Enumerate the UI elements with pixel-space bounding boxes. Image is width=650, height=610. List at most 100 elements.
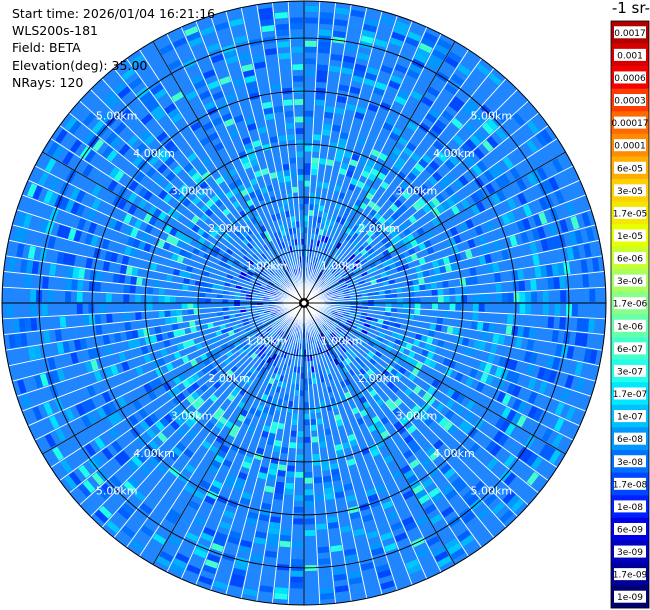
range-gate-cell: [288, 228, 293, 235]
range-gate-cell: [231, 187, 240, 196]
range-gate-cell: [406, 474, 418, 485]
range-gate-cell: [253, 286, 260, 291]
range-gate-cell: [266, 356, 272, 364]
range-gate-cell: [102, 261, 111, 272]
range-gate-cell: [345, 257, 352, 264]
range-gate-cell: [138, 187, 148, 198]
range-gate-cell: [228, 344, 236, 351]
range-gate-cell: [254, 383, 262, 392]
range-gate-cell: [184, 418, 195, 429]
range-gate-cell: [277, 470, 286, 477]
range-gate-cell: [486, 332, 494, 343]
range-gate-cell: [191, 373, 200, 382]
range-gate-cell: [280, 284, 286, 290]
range-gate-cell: [266, 327, 273, 333]
range-gate-cell: [432, 303, 439, 310]
range-gate-cell: [109, 475, 122, 488]
range-gate-cell: [194, 490, 206, 500]
range-gate-cell: [280, 447, 289, 454]
range-gate-cell: [247, 86, 259, 95]
range-gate-cell: [214, 454, 224, 464]
range-gate-cell: [165, 171, 176, 182]
range-gate-cell: [314, 494, 324, 501]
range-gate-cell: [411, 367, 420, 376]
range-gate-cell: [382, 369, 390, 377]
range-gate-cell: [435, 402, 446, 413]
range-gate-cell: [272, 314, 278, 319]
range-gate-cell: [256, 72, 268, 81]
range-gate-cell: [316, 341, 321, 348]
range-gate-cell: [199, 90, 211, 101]
range-gate-cell: [290, 169, 297, 176]
range-gate-cell: [321, 325, 326, 332]
range-gate-cell: [444, 264, 453, 273]
range-gate-cell: [94, 281, 102, 292]
range-gate-cell: [458, 108, 471, 121]
range-gate-cell: [157, 357, 166, 367]
range-gate-cell: [593, 319, 601, 333]
range-gate-cell: [200, 384, 209, 393]
range-gate-cell: [451, 391, 461, 401]
range-gate-cell: [433, 439, 444, 450]
range-gate-cell: [401, 190, 411, 200]
range-gate-cell: [311, 372, 316, 379]
range-gate-cell: [244, 75, 256, 84]
range-gate-cell: [445, 398, 456, 409]
range-gate-cell: [269, 172, 277, 180]
range-gate-cell: [117, 198, 127, 210]
range-gate-cell: [327, 237, 333, 245]
range-gate-cell: [202, 121, 214, 131]
range-gate-cell: [259, 366, 266, 374]
range-gate-cell: [164, 317, 172, 325]
range-gate-cell: [43, 190, 54, 204]
range-gate-cell: [148, 413, 159, 424]
range-gate-cell: [65, 136, 78, 150]
range-gate-cell: [91, 472, 105, 486]
range-gate-cell: [322, 182, 329, 189]
range-gate-cell: [265, 275, 271, 281]
range-gate-cell: [405, 410, 415, 420]
range-gate-cell: [540, 129, 553, 144]
range-gate-cell: [143, 190, 153, 201]
range-gate-cell: [211, 459, 222, 469]
range-gate-cell: [32, 406, 43, 421]
range-gate-cell: [405, 559, 420, 570]
range-gate-cell: [327, 355, 333, 362]
range-gate-cell: [406, 233, 415, 242]
range-gate-cell: [342, 288, 349, 293]
range-gate-cell: [312, 216, 318, 223]
range-gate-cell: [322, 324, 328, 331]
ray-line: [303, 302, 495, 538]
range-gate-cell: [426, 246, 435, 255]
range-gate-cell: [396, 156, 407, 166]
ray-line: [303, 302, 518, 517]
range-gate-cell: [517, 401, 528, 414]
range-gate-cell: [214, 199, 223, 208]
range-gate-cell: [127, 476, 140, 489]
colorbar-label-bg: [614, 71, 646, 84]
range-gate-cell: [502, 491, 516, 505]
range-gate-cell: [191, 224, 200, 233]
range-gate-cell: [248, 268, 255, 274]
range-gate-cell: [589, 242, 598, 257]
range-gate-cell: [67, 228, 77, 241]
range-gate-cell: [257, 324, 264, 330]
range-gate-cell: [516, 220, 526, 232]
range-gate-cell: [359, 375, 367, 383]
range-gate-cell: [491, 193, 501, 205]
range-gate-cell: [113, 170, 125, 182]
range-gate-cell: [377, 489, 389, 499]
range-gate-cell: [263, 425, 271, 433]
range-gate-cell: [292, 186, 298, 193]
range-gate-cell: [205, 421, 215, 430]
range-gate-cell: [70, 139, 82, 153]
range-gate-cell: [322, 248, 328, 255]
range-gate-cell: [436, 204, 446, 214]
range-gate-cell: [378, 290, 386, 295]
range-gate-cell: [492, 333, 500, 344]
range-gate-cell: [353, 249, 361, 256]
range-gate-cell: [523, 351, 532, 363]
range-ring-label: 4.00km: [133, 147, 175, 160]
range-gate-cell: [222, 208, 231, 217]
range-gate-cell: [32, 185, 43, 200]
